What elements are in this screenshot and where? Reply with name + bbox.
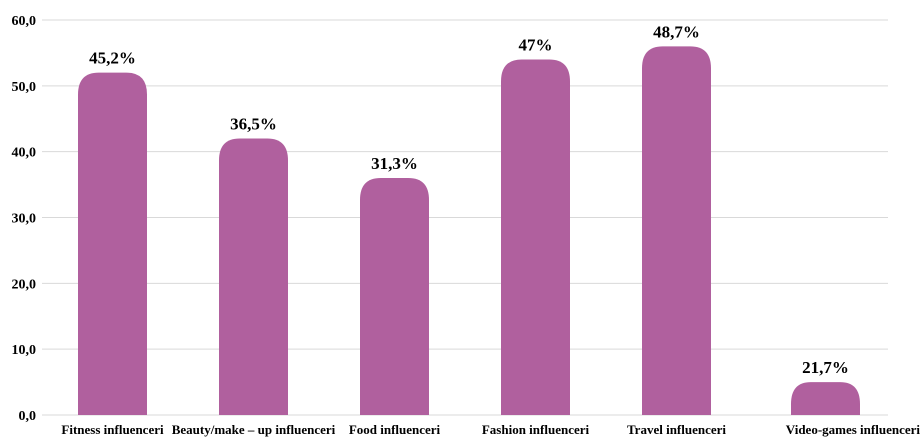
bar [360, 178, 429, 415]
bar [78, 72, 147, 416]
x-tick-label: Travel influenceri [627, 422, 726, 437]
y-tick-label: 30,0 [12, 212, 37, 227]
x-axis-ticks: Fitness influenceri Beauty/make – up infl… [61, 422, 920, 437]
x-tick-label: Fitness influenceri [61, 422, 164, 437]
data-label: 36,5% [230, 115, 277, 134]
y-tick-label: 60,0 [12, 14, 37, 29]
y-tick-label: 20,0 [12, 277, 37, 292]
x-tick-label: Fashion influenceri [482, 422, 590, 437]
x-tick-label: Beauty/make – up influenceri [172, 422, 336, 437]
data-label: 48,7% [653, 22, 700, 41]
data-label: 21,7% [802, 358, 849, 377]
grid-lines [42, 19, 888, 416]
data-label: 31,3% [371, 154, 418, 173]
bar [501, 59, 570, 415]
bar [791, 382, 860, 415]
y-axis-ticks: 0,0 10,0 20,0 30,0 40,0 50,0 60,0 [12, 14, 37, 424]
y-tick-label: 10,0 [12, 343, 37, 358]
bar [642, 46, 711, 415]
y-tick-label: 0,0 [19, 409, 37, 424]
y-tick-label: 50,0 [12, 80, 37, 95]
x-tick-label: Food influenceri [349, 422, 441, 437]
x-tick-label: Video-games influenceri [786, 422, 921, 437]
bar [219, 138, 288, 415]
data-label: 47% [519, 36, 553, 55]
y-tick-label: 40,0 [12, 146, 37, 161]
data-labels: 45,2% 36,5% 31,3% 47% 48,7% 21,7% [89, 22, 849, 377]
data-label: 45,2% [89, 49, 136, 68]
bars [78, 46, 860, 416]
